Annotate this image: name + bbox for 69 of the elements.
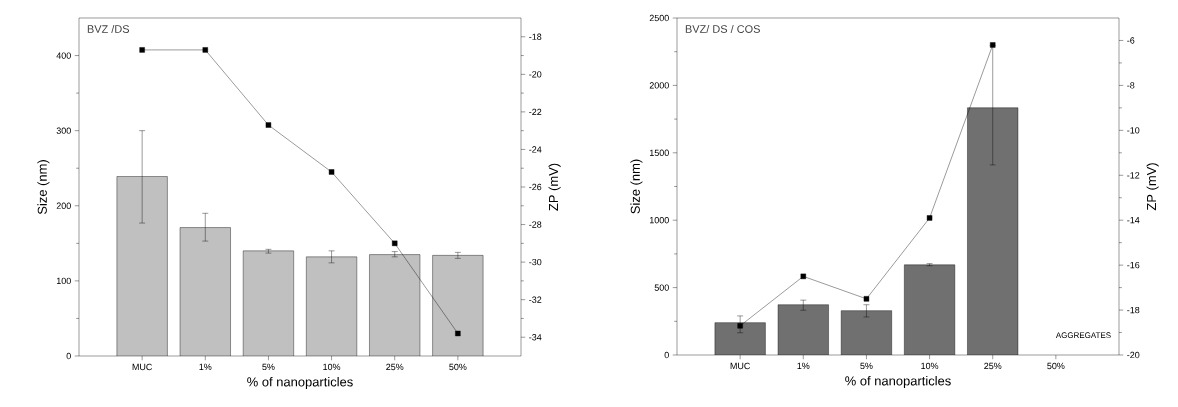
point xyxy=(455,330,461,337)
point xyxy=(863,296,870,302)
y-axis-title: Size (nm) xyxy=(37,160,50,215)
y2-tick-label: -10 xyxy=(1127,127,1140,134)
bar xyxy=(967,107,1019,355)
point xyxy=(328,169,335,175)
point xyxy=(265,122,272,128)
y-tick-label: 2500 xyxy=(649,14,669,22)
y-tick-label: 1500 xyxy=(649,149,669,156)
x-tick-label: 50% xyxy=(449,363,467,371)
y2-tick-label: -30 xyxy=(529,258,542,266)
y2-tick-label: -14 xyxy=(1127,217,1140,224)
y2-tick-label: -16 xyxy=(1127,261,1140,269)
point xyxy=(737,323,743,329)
chart-title: BVZ /DS xyxy=(87,24,130,33)
bar xyxy=(432,255,484,356)
x-tick-label: 25% xyxy=(984,362,1002,370)
point xyxy=(139,47,145,53)
x-tick-label: 50% xyxy=(1047,362,1065,370)
bar xyxy=(714,322,766,355)
y2-tick-label: -28 xyxy=(529,221,542,228)
y-axis-title: Size (nm) xyxy=(630,159,643,214)
y2-tick-label: -32 xyxy=(529,296,542,303)
y2-tick-label: -6 xyxy=(1127,37,1135,44)
y2-tick-label: -20 xyxy=(1127,351,1140,359)
x-tick-label: 10% xyxy=(323,363,341,371)
point xyxy=(392,240,398,247)
y-tick-label: 0 xyxy=(66,352,71,360)
y2-tick-label: -18 xyxy=(1127,306,1140,314)
x-tick-label: MUC xyxy=(132,363,153,371)
y-tick-label: 0 xyxy=(664,351,669,359)
bar xyxy=(116,176,168,356)
y-tick-label: 300 xyxy=(56,127,71,134)
y2-tick-label: -22 xyxy=(529,108,542,116)
y2-tick-label: -8 xyxy=(1127,82,1135,89)
x-tick-label: 25% xyxy=(386,363,404,371)
x-axis-title: % of nanoparticles xyxy=(247,376,353,390)
point xyxy=(926,215,933,221)
y2-tick-label: -12 xyxy=(1127,172,1140,179)
bar xyxy=(778,304,829,355)
x-tick-label: 10% xyxy=(921,362,939,370)
point xyxy=(800,273,806,280)
x-tick-label: 5% xyxy=(262,363,275,371)
y2-tick-label: -26 xyxy=(529,183,542,191)
y2-tick-label: -18 xyxy=(529,33,542,40)
x-tick-label: MUC xyxy=(730,362,751,370)
point xyxy=(202,47,208,53)
x-tick-label: 1% xyxy=(199,363,212,371)
y-tick-label: 200 xyxy=(56,202,71,209)
x-tick-label: 5% xyxy=(860,362,873,370)
bar xyxy=(841,310,892,355)
y2-axis-title: ZP (mV) xyxy=(548,163,561,211)
bar xyxy=(904,264,955,355)
bar xyxy=(243,250,294,356)
y2-tick-label: -24 xyxy=(529,146,542,153)
y-tick-label: 2000 xyxy=(649,82,669,89)
y-tick-label: 1000 xyxy=(649,217,669,224)
y2-tick-label: -20 xyxy=(529,71,542,78)
y-tick-label: 500 xyxy=(654,284,669,291)
x-axis-title: % of nanoparticles xyxy=(845,375,951,389)
x-tick-label: 1% xyxy=(797,362,810,370)
chart-title: BVZ/ DS / COS xyxy=(685,24,760,33)
y2-tick-label: -34 xyxy=(529,334,542,341)
bar xyxy=(180,227,231,356)
y2-axis-title: ZP (mV) xyxy=(1146,163,1159,211)
y-tick-label: 400 xyxy=(56,52,71,59)
bar xyxy=(306,256,357,356)
y-tick-label: 100 xyxy=(56,277,71,285)
bar xyxy=(369,254,420,356)
